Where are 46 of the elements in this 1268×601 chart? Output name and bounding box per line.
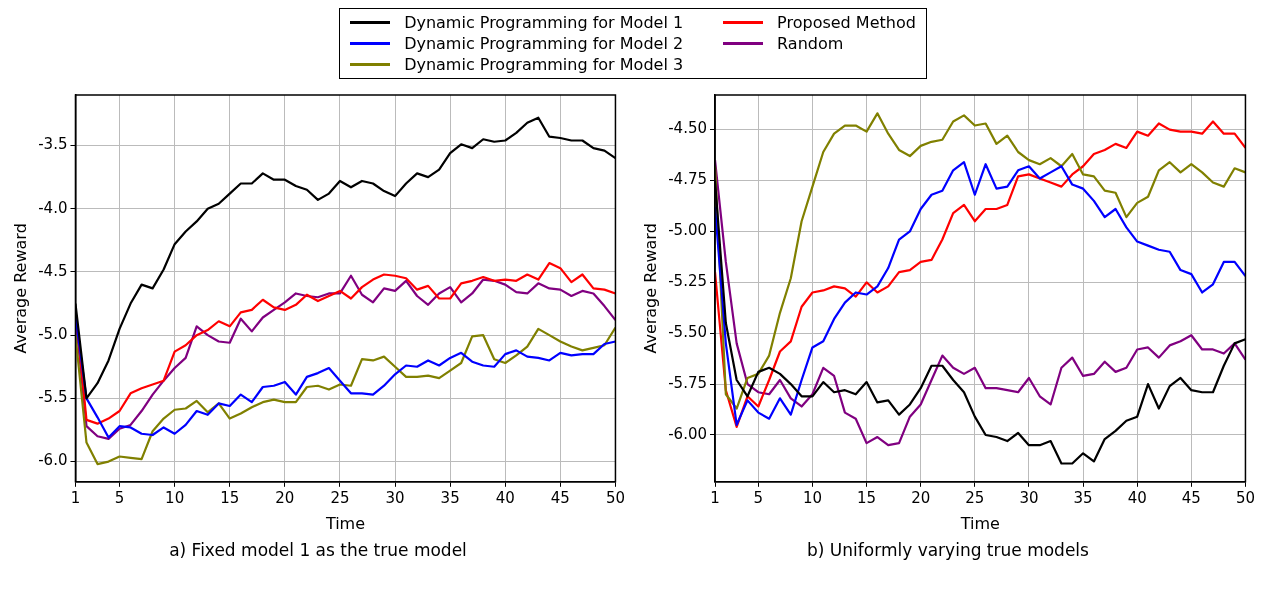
x-tick-label: 40 — [495, 488, 515, 507]
legend-label: Dynamic Programming for Model 1 — [404, 13, 684, 32]
x-axis-title: Time — [324, 513, 366, 533]
x-tick-label: 30 — [1019, 488, 1039, 507]
x-tick-label: 40 — [1127, 488, 1147, 507]
y-tick-label: -5.00 — [668, 221, 708, 240]
x-tick-label: 20 — [911, 488, 931, 507]
x-tick-label: 5 — [114, 488, 125, 507]
y-tick-label: -5.5 — [38, 388, 68, 407]
x-tick-label: 10 — [802, 488, 822, 507]
x-tick-label: 35 — [440, 488, 460, 507]
legend-label: Proposed Method — [777, 13, 916, 32]
x-tick-label: 25 — [330, 488, 350, 507]
x-tick-label: 30 — [385, 488, 405, 507]
text: b) Uniformly varying true models — [807, 540, 1089, 560]
y-tick-label: -5.0 — [38, 325, 68, 344]
x-tick-label: 1 — [710, 488, 720, 507]
x-tick-label: 15 — [220, 488, 240, 507]
y-tick-label: -6.00 — [668, 424, 708, 443]
x-tick-label: 1 — [70, 488, 81, 507]
y-tick-label: -4.75 — [668, 170, 708, 189]
text: a) Fixed model 1 as the true model — [169, 540, 467, 560]
legend-label: Dynamic Programming for Model 2 — [404, 34, 684, 53]
y-axis-title: Average Reward — [10, 223, 30, 354]
x-tick-label: 20 — [275, 488, 295, 507]
x-tick-label: 25 — [965, 488, 985, 507]
x-tick-label: 5 — [753, 488, 764, 507]
y-tick-label: -5.50 — [668, 323, 708, 342]
x-tick-label: 10 — [165, 488, 185, 507]
y-axis-title: Average Reward — [640, 223, 660, 354]
x-tick-label: 35 — [1073, 488, 1093, 507]
x-tick-label: 45 — [1181, 488, 1201, 507]
legend-label: Random — [777, 34, 844, 53]
x-tick-label: 50 — [1235, 488, 1255, 507]
y-tick-label: -5.75 — [668, 373, 708, 392]
y-tick-label: -4.5 — [38, 261, 68, 280]
x-axis-title: Time — [959, 513, 1000, 533]
y-tick-label: -5.25 — [668, 272, 708, 291]
x-tick-label: 45 — [550, 488, 570, 507]
y-tick-label: -3.5 — [38, 135, 68, 154]
y-tick-label: -6.0 — [38, 451, 68, 470]
legend-label: Dynamic Programming for Model 3 — [404, 55, 684, 74]
x-tick-label: 50 — [605, 488, 625, 507]
x-tick-label: 15 — [857, 488, 877, 507]
y-tick-label: -4.50 — [668, 119, 708, 138]
y-tick-label: -4.0 — [38, 198, 68, 217]
